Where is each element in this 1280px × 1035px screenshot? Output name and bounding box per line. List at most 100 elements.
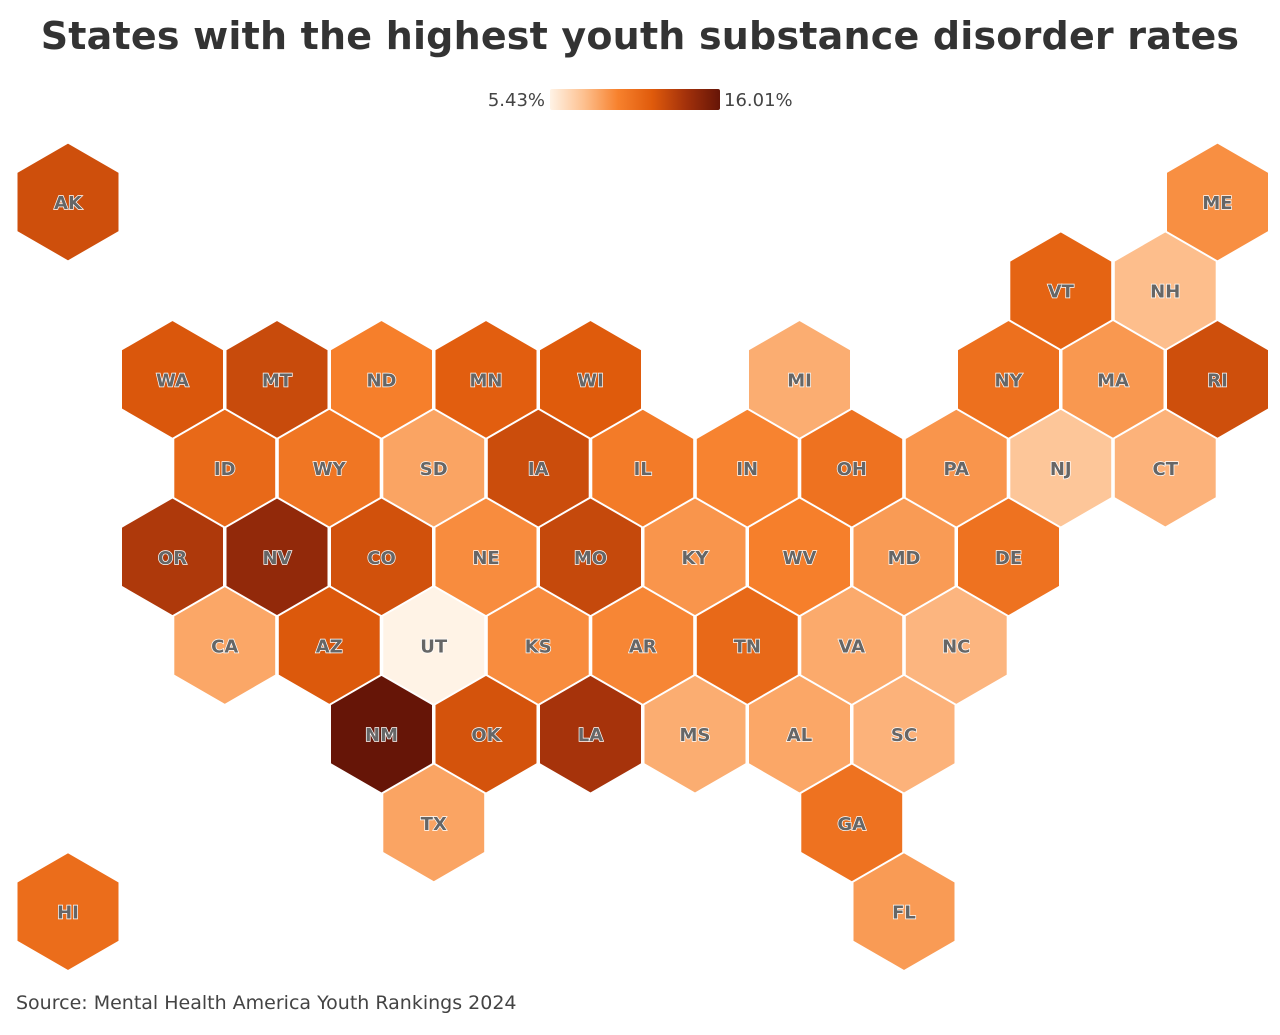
state-hex-ga <box>800 763 904 883</box>
state-tile-ne: NE <box>434 497 538 617</box>
state-hex-az <box>277 585 381 706</box>
state-tile-ca: CA <box>173 585 277 706</box>
state-tile-hi: HI <box>16 851 120 972</box>
state-label-vt: VT <box>1048 282 1075 303</box>
legend-max-label: 16.01% <box>724 90 793 111</box>
state-tile-co: CO <box>329 497 434 617</box>
state-tile-ia: IA <box>486 408 590 528</box>
state-label-id: ID <box>214 459 236 480</box>
state-hex-wy <box>277 408 381 528</box>
state-label-az: AZ <box>316 637 343 658</box>
state-tile-tn: TN <box>695 585 799 706</box>
state-tile-id: ID <box>173 408 277 528</box>
state-label-va: VA <box>838 637 865 658</box>
state-label-hi: HI <box>57 903 79 924</box>
state-label-la: LA <box>578 725 603 746</box>
state-tile-al: AL <box>747 674 852 794</box>
state-tile-ct: CT <box>1113 408 1217 528</box>
state-label-mo: MO <box>574 548 607 569</box>
state-tile-de: DE <box>956 497 1061 617</box>
state-tile-ar: AR <box>591 585 695 706</box>
state-hex-vt <box>1009 231 1113 351</box>
state-label-mn: MN <box>470 370 503 391</box>
state-hex-ia <box>486 408 590 528</box>
state-tile-ms: MS <box>643 674 747 794</box>
state-label-me: ME <box>1202 193 1232 214</box>
state-hex-or <box>120 497 225 617</box>
state-label-nm: NM <box>365 725 398 746</box>
state-hex-va <box>800 585 904 706</box>
state-hex-sc <box>852 674 956 794</box>
state-label-in: IN <box>736 459 758 480</box>
state-tile-sd: SD <box>382 408 486 528</box>
state-tile-wa: WA <box>120 319 225 440</box>
state-tile-ma: MA <box>1061 319 1165 440</box>
state-tile-sc: SC <box>852 674 956 794</box>
state-hex-fl <box>852 851 956 972</box>
state-hex-hi <box>16 851 120 972</box>
state-tile-ga: GA <box>800 763 904 883</box>
state-label-ut: UT <box>420 637 448 658</box>
state-hex-ak <box>16 142 120 262</box>
state-hex-ct <box>1113 408 1217 528</box>
state-label-ca: CA <box>211 637 238 658</box>
state-tile-nh: NH <box>1113 231 1217 351</box>
state-hex-oh <box>800 408 904 528</box>
state-hex-ks <box>486 585 590 706</box>
state-label-oh: OH <box>837 459 867 480</box>
state-hex-il <box>591 408 695 528</box>
state-tile-il: IL <box>591 408 695 528</box>
state-hex-me <box>1165 142 1270 262</box>
state-label-tx: TX <box>421 814 447 835</box>
state-tile-mt: MT <box>225 319 329 440</box>
state-tile-pa: PA <box>904 408 1008 528</box>
state-tile-or: OR <box>120 497 225 617</box>
state-hex-wv <box>747 497 852 617</box>
state-label-sc: SC <box>891 725 917 746</box>
state-hex-nm <box>329 674 434 794</box>
state-label-tn: TN <box>734 637 761 658</box>
state-label-wi: WI <box>577 370 604 391</box>
state-hex-ri <box>1165 319 1270 440</box>
state-hex-ut <box>382 585 486 706</box>
state-hex-mn <box>434 319 538 440</box>
state-hex-co <box>329 497 434 617</box>
state-hex-ok <box>434 674 538 794</box>
state-label-wy: WY <box>313 459 347 480</box>
state-tile-md: MD <box>852 497 956 617</box>
state-tile-ok: OK <box>434 674 538 794</box>
state-hex-al <box>747 674 852 794</box>
state-label-al: AL <box>787 725 812 746</box>
state-label-il: IL <box>634 459 652 480</box>
state-tile-tx: TX <box>382 763 486 883</box>
state-tile-la: LA <box>538 674 643 794</box>
state-tile-ks: KS <box>486 585 590 706</box>
state-hex-ny <box>956 319 1061 440</box>
state-tile-wv: WV <box>747 497 852 617</box>
legend-min-label: 5.43% <box>487 90 545 111</box>
state-tile-nm: NM <box>329 674 434 794</box>
state-hex-wi <box>538 319 643 440</box>
state-hex-ms <box>643 674 747 794</box>
state-label-ny: NY <box>994 370 1023 391</box>
state-label-ri: RI <box>1207 370 1228 391</box>
state-tile-va: VA <box>800 585 904 706</box>
state-label-pa: PA <box>944 459 970 480</box>
state-tile-wy: WY <box>277 408 381 528</box>
state-hex-ma <box>1061 319 1165 440</box>
state-label-ms: MS <box>680 725 711 746</box>
state-hex-nj <box>1009 408 1113 528</box>
state-tile-nc: NC <box>904 585 1008 706</box>
source-note: Source: Mental Health America Youth Rank… <box>16 992 517 1014</box>
state-hex-in <box>695 408 799 528</box>
state-label-de: DE <box>995 548 1022 569</box>
state-hex-ar <box>591 585 695 706</box>
state-label-ne: NE <box>472 548 499 569</box>
state-hex-ca <box>173 585 277 706</box>
state-label-co: CO <box>367 548 396 569</box>
state-label-wv: WV <box>783 548 817 569</box>
state-hex-pa <box>904 408 1008 528</box>
state-hex-de <box>956 497 1061 617</box>
state-tile-oh: OH <box>800 408 904 528</box>
state-hex-nh <box>1113 231 1217 351</box>
